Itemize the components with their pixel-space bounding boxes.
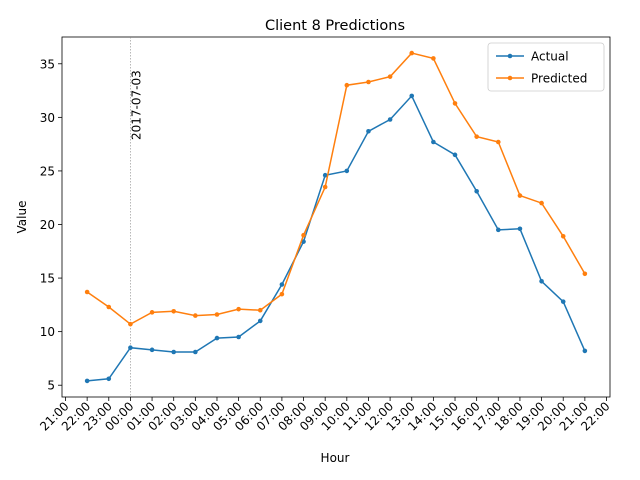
data-point-actual [149, 347, 155, 353]
data-point-predicted [474, 134, 479, 139]
data-point-predicted [366, 79, 371, 85]
y-tick-label: 30 [40, 111, 55, 125]
data-point-actual [106, 376, 112, 382]
series-line-actual [87, 94, 586, 382]
data-point-predicted [149, 310, 155, 315]
data-point-predicted [214, 312, 220, 317]
data-point-predicted [539, 200, 544, 206]
data-point-predicted [279, 291, 285, 297]
data-point-predicted [344, 82, 350, 88]
x-axis-label: Hour [321, 451, 350, 465]
data-point-predicted [387, 74, 393, 79]
y-tick-label: 25 [40, 164, 55, 178]
data-point-actual [409, 93, 415, 99]
data-point-predicted [560, 233, 566, 239]
data-point-actual [214, 335, 220, 341]
data-point-predicted [106, 304, 112, 310]
data-point-actual [366, 128, 371, 134]
legend-label: Predicted [531, 72, 587, 86]
data-point-actual [322, 172, 328, 178]
legend-label: Actual [531, 50, 569, 64]
data-point-predicted [301, 232, 306, 238]
data-point-actual [582, 348, 588, 354]
data-point-actual [193, 349, 198, 355]
data-point-predicted [171, 308, 176, 314]
data-point-actual [84, 378, 90, 384]
plot-area: 510152025303521:0022:0023:0000:0001:0002… [37, 36, 613, 434]
legend-box [487, 42, 605, 92]
y-tick-label: 35 [40, 57, 55, 71]
data-point-actual [560, 299, 566, 304]
data-point-actual [128, 345, 133, 351]
y-tick-label: 15 [40, 272, 55, 286]
y-tick-label: 20 [40, 218, 55, 232]
chart-title: Client 8 Predictions [265, 18, 405, 34]
y-axis-label: Value [15, 201, 29, 234]
data-point-actual [257, 318, 263, 324]
data-point-actual [344, 168, 350, 174]
data-point-predicted [236, 306, 241, 312]
data-point-actual [279, 282, 285, 287]
data-point-actual [474, 188, 479, 194]
data-point-actual [452, 152, 458, 158]
legend-marker [507, 53, 513, 59]
data-point-predicted [322, 184, 328, 190]
data-point-predicted [409, 50, 415, 56]
legend: Actual Predicted [487, 42, 605, 92]
data-point-predicted [452, 101, 458, 106]
data-point-predicted [582, 271, 588, 277]
data-point-predicted [517, 193, 523, 198]
data-point-predicted [257, 307, 263, 313]
data-point-actual [236, 334, 241, 340]
legend-marker [507, 75, 513, 81]
data-point-actual [539, 278, 544, 284]
annotation-label: 2017-07-03 [129, 70, 143, 140]
data-point-predicted [496, 139, 501, 145]
data-point-actual [171, 349, 176, 355]
data-point-actual [517, 226, 523, 232]
data-point-predicted [128, 321, 133, 327]
series-line-predicted [86, 52, 586, 326]
data-point-actual [387, 117, 393, 122]
y-tick-label: 10 [40, 325, 55, 339]
data-point-actual [496, 227, 501, 233]
plot-frame [61, 36, 611, 398]
data-point-predicted [193, 313, 198, 318]
data-point-predicted [431, 56, 436, 61]
y-tick-label: 5 [47, 379, 55, 393]
data-point-predicted [84, 289, 90, 295]
data-point-actual [431, 139, 436, 145]
